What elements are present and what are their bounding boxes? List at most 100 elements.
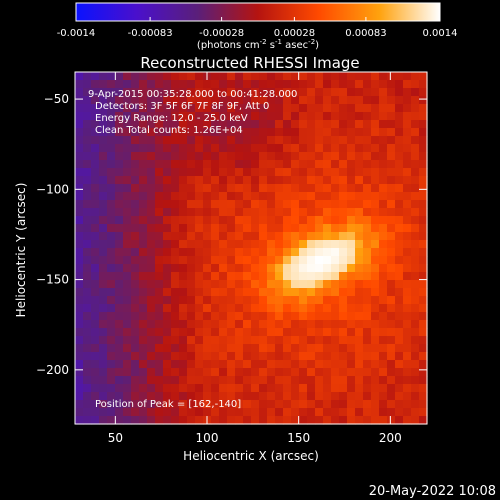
heatmap-cell [267, 184, 276, 193]
heatmap-cell [315, 152, 324, 161]
heatmap-cell [195, 200, 204, 209]
heatmap-cell [147, 400, 156, 409]
heatmap-cell [123, 88, 132, 97]
heatmap-cell [243, 336, 252, 345]
heatmap-cell [83, 80, 92, 89]
heatmap-cell [339, 376, 348, 385]
heatmap-cell [75, 280, 84, 289]
heatmap-cell [227, 280, 236, 289]
heatmap-cell [267, 160, 276, 169]
heatmap-cell [403, 344, 412, 353]
heatmap-cell [395, 72, 404, 81]
heatmap-cell [243, 264, 252, 273]
heatmap-cell [91, 328, 100, 337]
heatmap-cell [283, 80, 292, 89]
heatmap-cell [331, 168, 340, 177]
heatmap-cell [75, 328, 84, 337]
heatmap-cell [331, 248, 340, 257]
heatmap-cell [155, 72, 164, 81]
heatmap-cell [147, 240, 156, 249]
heatmap-cell [91, 336, 100, 345]
heatmap-cell [299, 80, 308, 89]
heatmap-cell [323, 152, 332, 161]
heatmap-cell [139, 288, 148, 297]
heatmap-cell [83, 280, 92, 289]
heatmap-cell [195, 248, 204, 257]
heatmap-cell [227, 88, 236, 97]
heatmap-cell [155, 232, 164, 241]
heatmap-cell [355, 128, 364, 137]
heatmap-cell [235, 416, 244, 425]
heatmap-cell [323, 88, 332, 97]
heatmap-cell [155, 120, 164, 129]
heatmap-cell [379, 312, 388, 321]
heatmap-cell [91, 368, 100, 377]
heatmap-cell [275, 280, 284, 289]
heatmap-cell [411, 328, 420, 337]
heatmap-cell [379, 232, 388, 241]
heatmap-cell [107, 368, 116, 377]
heatmap-cell [227, 368, 236, 377]
heatmap-cell [331, 152, 340, 161]
heatmap-cell [155, 408, 164, 417]
heatmap-cell [243, 216, 252, 225]
heatmap-cell [123, 136, 132, 145]
heatmap-cell [403, 72, 412, 81]
heatmap-cell [187, 160, 196, 169]
heatmap-cell [83, 248, 92, 257]
heatmap-cell [339, 200, 348, 209]
heatmap-cell [123, 232, 132, 241]
heatmap-cell [83, 312, 92, 321]
heatmap-cell [203, 88, 212, 97]
heatmap-cell [187, 368, 196, 377]
heatmap-cell [379, 400, 388, 409]
heatmap-cell [107, 152, 116, 161]
heatmap-cell [403, 184, 412, 193]
heatmap-cell [99, 232, 108, 241]
heatmap-cell [179, 168, 188, 177]
heatmap-cell [211, 408, 220, 417]
heatmap-cell [171, 240, 180, 249]
heatmap-cell [187, 232, 196, 241]
heatmap-cell [171, 400, 180, 409]
heatmap-cell [283, 168, 292, 177]
heatmap-cell [323, 248, 332, 257]
heatmap-cell [315, 376, 324, 385]
heatmap-cell [179, 304, 188, 313]
heatmap-cell [227, 192, 236, 201]
heatmap-cell [203, 288, 212, 297]
heatmap-cell [267, 80, 276, 89]
heatmap-cell [275, 184, 284, 193]
heatmap-cell [259, 192, 268, 201]
heatmap-cell [227, 104, 236, 113]
heatmap-cell [283, 104, 292, 113]
heatmap-cell [403, 336, 412, 345]
heatmap-cell [259, 72, 268, 81]
heatmap-cell [379, 80, 388, 89]
heatmap-cell [203, 320, 212, 329]
heatmap-cell [171, 168, 180, 177]
heatmap-cell [131, 232, 140, 241]
heatmap-cell [227, 304, 236, 313]
heatmap-cell [363, 408, 372, 417]
heatmap-cell [387, 80, 396, 89]
heatmap-cell [227, 120, 236, 129]
heatmap-cell [299, 184, 308, 193]
heatmap-cell [123, 280, 132, 289]
heatmap-cell [347, 184, 356, 193]
heatmap-cell [131, 96, 140, 105]
heatmap-cell [283, 256, 292, 265]
heatmap-cell [195, 344, 204, 353]
heatmap-cell [195, 304, 204, 313]
heatmap-cell [355, 416, 364, 425]
heatmap-cell [123, 272, 132, 281]
heatmap-cell [91, 320, 100, 329]
heatmap-cell [339, 248, 348, 257]
heatmap-cell [395, 368, 404, 377]
heatmap-cell [251, 240, 260, 249]
heatmap-cell [203, 272, 212, 281]
heatmap-cell [323, 176, 332, 185]
heatmap-cell [267, 304, 276, 313]
heatmap-cell [155, 312, 164, 321]
heatmap-cell [251, 376, 260, 385]
